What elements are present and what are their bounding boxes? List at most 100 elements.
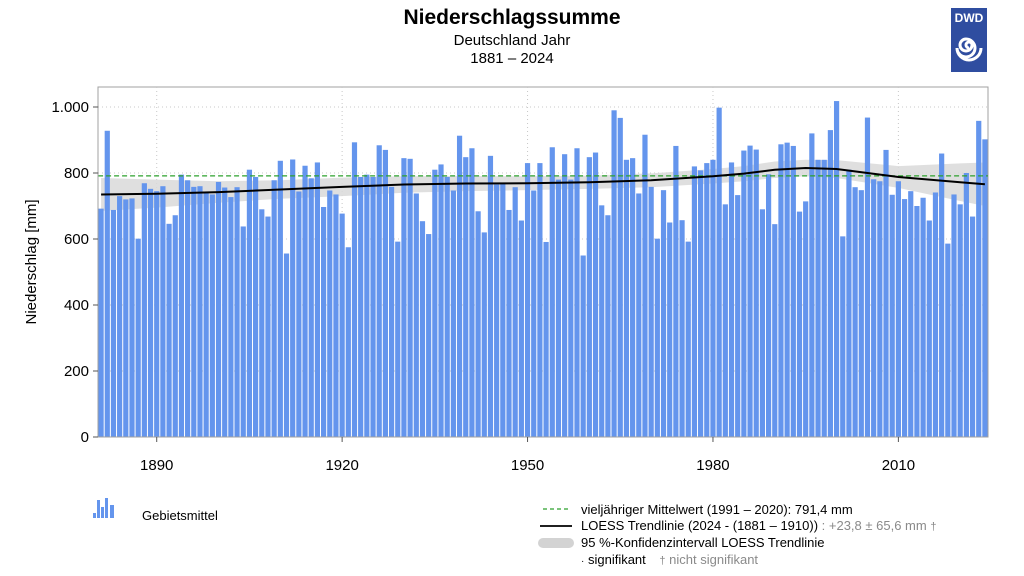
bar <box>426 234 432 437</box>
bar <box>963 173 969 437</box>
spiral-icon <box>955 37 983 62</box>
bar <box>920 197 926 437</box>
legend-nonsig-marker: † <box>659 555 666 567</box>
y-tick-label: 1.000 <box>51 99 89 116</box>
bar <box>747 145 753 438</box>
bar <box>710 159 716 438</box>
bar <box>901 199 908 437</box>
chart-period: 1881 – 2024 <box>470 50 554 67</box>
legend-sig-label: signifikant <box>587 552 646 567</box>
bar <box>667 222 673 437</box>
bar <box>926 220 932 437</box>
bar <box>376 145 382 437</box>
bar <box>290 159 296 437</box>
legend-significance: · signifikant † nicht signifikant <box>581 552 758 567</box>
bar <box>98 208 104 437</box>
bar <box>914 206 920 437</box>
bar <box>630 158 636 437</box>
logo-text: DWD <box>954 11 984 25</box>
bar <box>537 163 543 437</box>
bar <box>444 176 450 437</box>
bar <box>475 211 481 437</box>
bar <box>110 209 117 437</box>
bar <box>351 142 358 437</box>
bar <box>531 190 537 437</box>
y-axis-label: Niederschlag [mm] <box>23 199 40 324</box>
bar <box>518 220 524 437</box>
bar <box>864 117 871 437</box>
bar <box>562 154 568 437</box>
trend-line <box>101 167 985 196</box>
bar <box>673 145 679 437</box>
bar <box>432 169 438 437</box>
legend-band-label: 95 %-Konfidenzintervall LOESS Trendlinie <box>581 535 825 550</box>
bar <box>314 162 321 437</box>
legend-mean-label: vieljähriger Mittelwert (1991 – 2020): 7… <box>581 502 853 517</box>
bar <box>821 159 827 438</box>
x-tick-label: 1890 <box>140 457 173 474</box>
bar <box>370 176 376 437</box>
bar <box>166 223 172 437</box>
bar <box>685 241 691 437</box>
bar <box>599 205 605 437</box>
bar <box>568 179 574 437</box>
bar <box>654 238 660 437</box>
bar <box>246 169 253 437</box>
bar <box>463 157 469 437</box>
bar <box>833 101 840 437</box>
bar <box>450 190 456 437</box>
y-tick-label: 800 <box>64 165 89 182</box>
bar <box>636 193 642 437</box>
bar <box>858 190 864 437</box>
bar <box>388 186 395 437</box>
bar <box>228 197 234 437</box>
y-tick-label: 600 <box>64 231 89 248</box>
bar <box>438 164 444 438</box>
bar <box>197 186 203 437</box>
bar <box>790 145 796 437</box>
bar <box>506 209 512 437</box>
bar <box>617 117 623 437</box>
bar <box>605 215 611 437</box>
bar <box>704 163 710 437</box>
bar <box>815 159 821 438</box>
bar <box>222 187 228 437</box>
bar <box>271 180 277 437</box>
bar <box>382 149 388 437</box>
dwd-logo: DWD <box>951 8 987 72</box>
bar <box>320 206 327 437</box>
bar <box>117 196 123 437</box>
bar <box>778 144 784 438</box>
legend-trend-marker: † <box>930 521 937 533</box>
bar <box>957 204 963 437</box>
y-axis: 0 200 400 600 800 1.000 <box>51 87 99 446</box>
bar <box>611 110 617 438</box>
x-tick-label: 2010 <box>882 457 915 474</box>
bar <box>147 188 154 437</box>
bar <box>574 148 580 437</box>
bar <box>234 187 240 437</box>
bar <box>308 178 314 437</box>
bar <box>296 191 302 437</box>
bar <box>345 247 351 437</box>
y-tick-label: 0 <box>81 429 89 446</box>
bar <box>259 209 265 437</box>
bar <box>846 169 852 437</box>
x-tick-label: 1980 <box>696 457 729 474</box>
bar <box>679 220 685 437</box>
bar <box>203 191 209 437</box>
bar <box>123 199 129 437</box>
bar <box>240 226 246 437</box>
legend-band-icon <box>538 538 574 548</box>
bar <box>333 194 339 437</box>
bar <box>728 162 735 437</box>
bar <box>407 158 413 437</box>
bar <box>141 183 147 437</box>
bar <box>908 191 914 437</box>
bar <box>809 133 815 437</box>
bar <box>827 130 833 437</box>
bar <box>364 174 370 437</box>
bar <box>135 238 141 437</box>
bar <box>327 190 333 437</box>
